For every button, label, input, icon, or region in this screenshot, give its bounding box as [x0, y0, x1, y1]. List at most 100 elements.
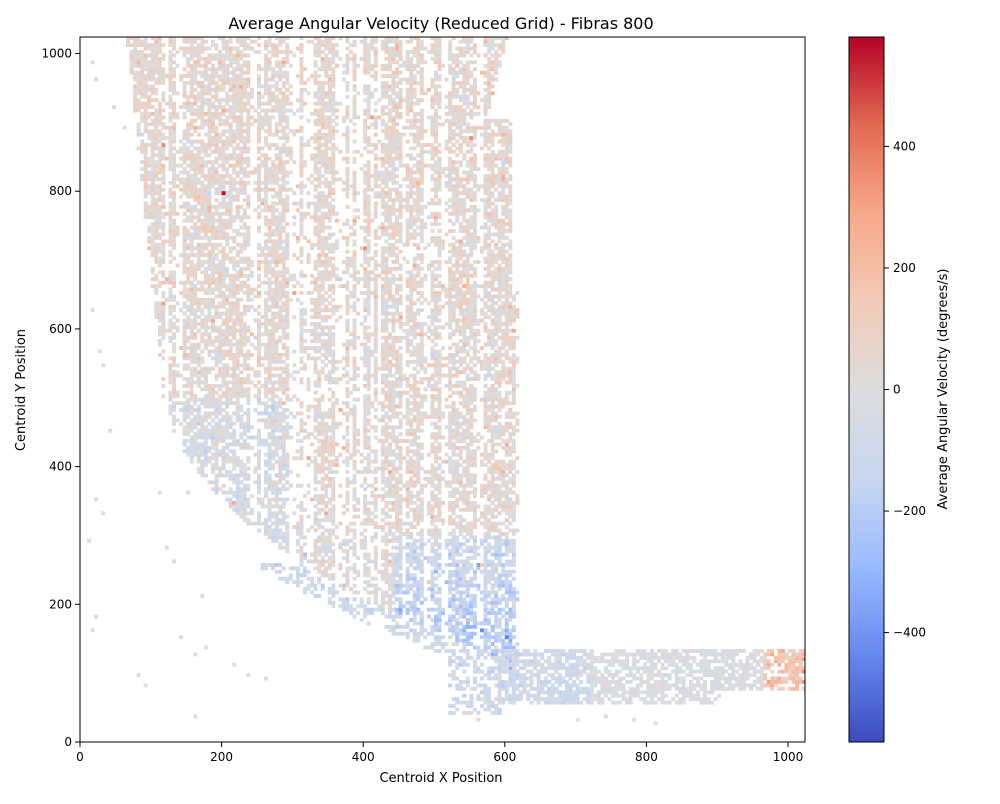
heatmap-cell [207, 174, 212, 178]
heatmap-cell [324, 239, 329, 244]
heatmap-cell [327, 273, 332, 278]
heatmap-cell [334, 266, 339, 271]
heatmap-cell [218, 122, 222, 127]
heatmap-cell [200, 101, 205, 106]
heatmap-cell [225, 194, 230, 199]
heatmap-cell [352, 366, 357, 371]
heatmap-cell [221, 198, 226, 202]
heatmap-cell [182, 81, 187, 85]
heatmap-cell [242, 487, 247, 492]
heatmap-cell [242, 84, 247, 89]
heatmap-cell [239, 260, 244, 264]
heatmap-cell [366, 394, 371, 399]
heatmap-cell [242, 304, 247, 309]
heatmap-cell [327, 215, 332, 220]
heatmap-cell [334, 470, 339, 474]
heatmap-cell [214, 328, 219, 333]
heatmap-cell [257, 246, 261, 251]
heatmap-cell [264, 291, 269, 295]
heatmap-cell [168, 211, 173, 216]
heatmap-cell [274, 414, 279, 419]
heatmap-cell [232, 356, 237, 361]
heatmap-cell [327, 167, 332, 171]
heatmap-cell [267, 174, 272, 178]
heatmap-cell [210, 56, 215, 61]
heatmap-cell [210, 218, 215, 223]
heatmap-cell [260, 332, 265, 337]
heatmap-cell [352, 463, 357, 468]
heatmap-cell [218, 204, 222, 209]
heatmap-cell [285, 56, 290, 61]
heatmap-cell [345, 156, 350, 161]
heatmap-cell [161, 273, 166, 278]
heatmap-cell [210, 480, 215, 485]
heatmap-cell [150, 84, 155, 89]
heatmap-cell [257, 487, 261, 492]
heatmap-cell [239, 514, 244, 519]
heatmap-cell [246, 70, 251, 75]
heatmap-cell [267, 411, 272, 416]
heatmap-cell [320, 94, 325, 99]
heatmap-cell [274, 239, 279, 244]
heatmap-cell [182, 418, 187, 423]
heatmap-cell [210, 404, 215, 409]
heatmap-cell [331, 46, 336, 51]
heatmap-cell [214, 46, 219, 51]
heatmap-cell [299, 105, 304, 109]
heatmap-cell [317, 466, 322, 471]
heatmap-cell [214, 287, 219, 292]
heatmap-cell [161, 249, 166, 254]
heatmap-cell [140, 87, 145, 92]
heatmap-cell [196, 315, 201, 319]
heatmap-cell [214, 191, 219, 196]
heatmap-cell [235, 194, 240, 199]
heatmap-cell [359, 246, 364, 251]
heatmap-cell [334, 211, 339, 216]
heatmap-cell [193, 77, 198, 82]
heatmap-cell [210, 325, 215, 330]
heatmap-cell [161, 229, 166, 233]
heatmap-cell [232, 390, 237, 395]
heatmap-cell [246, 256, 251, 261]
heatmap-cell [320, 442, 325, 447]
heatmap-cell [140, 91, 145, 96]
heatmap-cell [260, 122, 265, 127]
heatmap-cell [210, 383, 215, 388]
heatmap-cell [225, 456, 230, 461]
heatmap-cell [161, 242, 166, 247]
heatmap-cell [235, 180, 240, 185]
heatmap-cell [207, 208, 212, 213]
heatmap-cell [363, 414, 368, 419]
heatmap-cell [246, 146, 251, 151]
heatmap-cell [366, 597, 371, 602]
heatmap-cell [218, 187, 222, 192]
heatmap-cell [249, 507, 254, 512]
heatmap-cell [221, 112, 226, 116]
heatmap-cell [366, 325, 371, 330]
heatmap-cell [203, 235, 208, 240]
heatmap-cell [232, 439, 237, 443]
heatmap-cell [264, 74, 269, 79]
heatmap-cell [334, 63, 339, 68]
heatmap-cell [345, 125, 350, 130]
heatmap-cell [246, 353, 251, 357]
heatmap-cell [235, 473, 240, 478]
heatmap-cell [189, 184, 194, 189]
heatmap-cell [267, 380, 272, 385]
heatmap-cell [327, 67, 332, 72]
heatmap-cell [200, 287, 205, 292]
heatmap-cell [242, 156, 247, 161]
heatmap-cell [193, 253, 198, 258]
heatmap-cell [281, 81, 286, 85]
heatmap-cell [278, 77, 283, 82]
heatmap-cell [225, 118, 230, 123]
heatmap-cell [133, 63, 138, 68]
heatmap-cell [143, 108, 148, 113]
heatmap-cell [267, 253, 272, 258]
heatmap-cell [363, 129, 368, 134]
heatmap-cell [331, 304, 336, 309]
heatmap-cell [186, 98, 191, 103]
heatmap-cell [324, 273, 329, 278]
heatmap-cell [164, 101, 169, 106]
heatmap-cell [168, 153, 173, 158]
